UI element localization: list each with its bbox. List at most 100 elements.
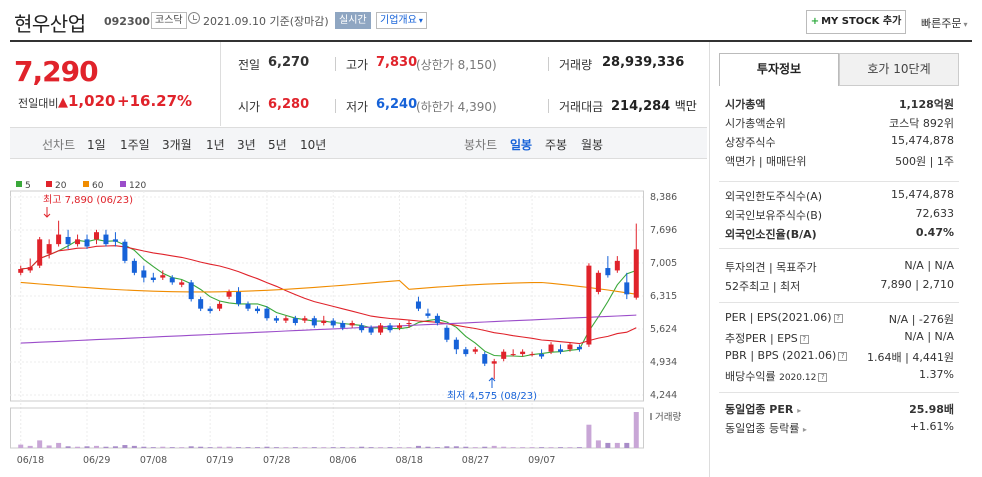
x-tick-label: 08/27 [462,455,489,466]
candle-body [245,303,251,309]
candle-body [567,344,573,350]
realtime-badge[interactable]: 실시간 [335,12,371,29]
volume-bar [311,447,317,448]
divider [719,181,959,182]
x-tick-label: 07/28 [263,455,290,466]
arrow-up-icon [488,377,496,388]
volume-bar [179,447,185,448]
candle-body [463,349,469,355]
chevron-down-icon: ▾ [963,20,968,29]
legend-swatch [46,181,52,187]
candle-body [434,315,440,324]
tab-1week[interactable]: 1주일 [120,138,150,152]
volume-bar [27,445,33,448]
y-tick-label: 4,934 [650,357,677,368]
pbr-label: PBR | BPS (2021.06)? [725,349,848,362]
industry-rate-label[interactable]: 동일업종 등락률 ▸ [725,422,807,435]
candle-body [378,325,384,333]
candle-body [302,318,308,321]
dividend-row: 배당수익률 2020.12? 1.37% [725,368,954,386]
candle-body [18,268,24,273]
y-tick-label: 7,696 [650,225,677,236]
x-tick-label: 07/19 [206,455,233,466]
candle-body [624,282,630,295]
candle-body [188,282,194,300]
quick-order-menu[interactable]: 빠른주문 ▾ [921,15,968,31]
legend-label: 120 [129,181,146,191]
volume-bar [633,412,639,448]
candle-body [264,308,270,319]
mystock-add-button[interactable]: + MY STOCK 추가 [806,10,906,34]
tab-5year[interactable]: 5년 [268,138,287,152]
industry-rate-row: 동일업종 등락률 ▸ +1.61% [725,420,954,438]
stock-name: 현우산업 [14,12,86,36]
w52-label: 52주최고 | 최저 [725,280,801,293]
candle-body [387,325,393,331]
industry-per-value: 25.98배 [909,403,954,416]
help-icon[interactable]: ? [838,352,848,361]
volume-bars [10,407,644,449]
volume-bar [103,446,109,448]
tab-3year[interactable]: 3년 [237,138,256,152]
clock-icon [188,12,200,24]
volume-bar [567,447,573,448]
industry-per-label[interactable]: 동일업종 PER ▸ [725,403,802,416]
candle-body [160,275,166,278]
change-percent: +16.27% [117,92,193,110]
volume-bar [226,446,232,448]
tab-10year[interactable]: 10년 [300,138,327,152]
tab-1day[interactable]: 1일 [87,138,106,152]
x-tick-label: 08/18 [396,455,423,466]
est-per-value: N/A | N/A [904,330,954,343]
volume-bar [605,442,611,448]
stock-stat-row: 시가총액 1,128억원 [725,96,954,114]
help-icon[interactable]: ? [833,314,843,323]
x-tick-label: 08/06 [329,455,356,466]
help-icon[interactable]: ? [818,373,828,382]
divider [220,42,221,126]
volume-bar [254,447,260,448]
y-tick-label: 8,386 [650,192,677,203]
stock-stat-value: 15,474,878 [891,134,954,147]
help-icon[interactable]: ? [799,335,809,344]
prev-close-value: 6,270 [268,55,310,70]
candle-body [510,354,516,356]
tab-daily[interactable]: 일봉 [510,138,533,152]
candle-body [491,361,497,364]
candle-body [472,349,478,352]
volume-bar [37,440,43,448]
volume-bar [207,447,213,448]
candle-body [226,291,232,297]
est-per-label: 추정PER | EPS? [725,330,809,346]
volume-bar [236,447,242,448]
est-per-row: 추정PER | EPS? N/A | N/A [725,330,954,348]
price-chart[interactable]: 5 20 60 120 8,386 7,696 7,005 6,315 5,624 4,934 4… [10,170,707,470]
high-label: 고가 [346,58,369,72]
tab-invest-info[interactable]: 투자정보 [719,53,839,86]
w52-row: 52주최고 | 최저 7,890 | 2,710 [725,278,954,296]
company-overview-dropdown[interactable]: 기업개요 ▾ [376,12,427,29]
tab-1year[interactable]: 1년 [206,138,225,152]
header-divider [10,40,972,42]
legend-label: 5 [25,181,31,191]
volume-label: 거래량 [655,411,681,423]
tab-monthly[interactable]: 월봉 [581,138,604,152]
volume-bar [359,446,365,448]
candle-body [112,239,118,242]
candle-body [425,313,431,316]
candle-body [131,260,137,273]
volume-bar [406,447,412,448]
amount-unit: 백만 [674,99,697,113]
divider [335,57,336,71]
volume-frame [10,407,644,449]
tab-3month[interactable]: 3개월 [162,138,192,152]
foreign-stat-row: 외국인한도주식수(A) 15,474,878 [725,188,954,206]
amount-value: 214,284 백만 [611,97,697,114]
volume-value: 28,939,336 [602,55,685,70]
opinion-label: 투자의견 | 목표주가 [725,261,817,274]
candle-body [548,344,554,352]
tab-weekly[interactable]: 주봉 [545,138,568,152]
volume-bar [283,447,289,448]
tab-order-book[interactable]: 호가 10단계 [839,53,959,86]
candle-body [415,301,421,309]
